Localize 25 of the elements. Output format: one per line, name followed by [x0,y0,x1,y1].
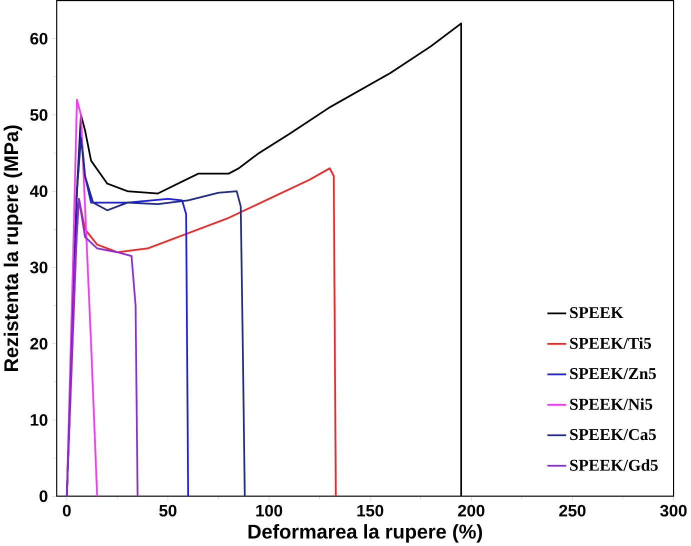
legend-label: SPEEK/Zn5 [570,368,656,380]
x-tick-label: 250 [559,504,586,516]
x-axis-title: Deformarea la rupere (%) [248,524,482,542]
x-tick-label: 100 [256,504,282,516]
legend-label: SPEEK/Ni5 [570,398,652,410]
x-tick-label: 0 [62,504,71,516]
line-series [66,136,246,496]
legend-label: SPEEK/Ca5 [570,428,656,440]
x-tick-label: 150 [357,504,384,516]
y-tick-label: 50 [30,108,48,121]
legend-label: SPEEK [570,306,624,318]
legend-label: SPEEK/Ti5 [570,337,652,349]
legend-label: SPEEK/Gd5 [570,459,658,471]
line-series [66,198,138,496]
y-tick-label: 40 [30,185,48,197]
y-tick-label: 20 [30,338,48,350]
y-tick-label: 0 [40,490,48,502]
x-tick-label: 50 [159,504,176,516]
y-tick-label: 30 [30,261,48,274]
y-tick-label: 10 [30,414,48,426]
y-axis-title: Rezistenta la rupere (MPa) [4,125,22,371]
x-tick-label: 200 [458,504,484,516]
x-tick-label: 300 [660,504,687,516]
line-series [66,98,98,496]
y-tick-label: 60 [30,32,48,44]
